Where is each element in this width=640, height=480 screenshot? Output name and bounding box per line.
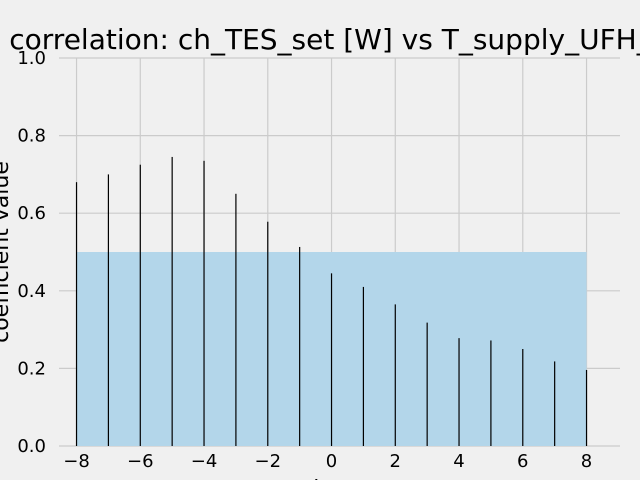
tick-labels: −8 −6 −4 −2 0 2 4 6 8 0.0 0.2 0.4 0.6 0.8 1.0: [17, 48, 592, 472]
y-tick-label: 0.2: [17, 358, 46, 379]
correlation-bar: [267, 221, 269, 446]
correlation-bar: [203, 160, 205, 446]
x-tick-label: −4: [191, 451, 218, 472]
correlation-bar: [362, 286, 365, 446]
x-tick-label: −8: [63, 451, 90, 472]
y-tick-label: 0.0: [17, 436, 46, 457]
x-tick-label: 6: [517, 451, 528, 472]
correlation-bar: [107, 174, 110, 446]
x-tick-label: 0: [326, 451, 337, 472]
correlation-bar: [554, 361, 556, 446]
correlation-bar: [458, 338, 460, 446]
x-tick-label: −2: [255, 451, 282, 472]
correlation-bar: [585, 369, 588, 446]
y-tick-label: 1.0: [17, 48, 46, 69]
correlation-bar: [235, 193, 237, 446]
chart-title: correlation: ch_TES_set [W] vs T_supply_…: [9, 23, 640, 56]
correlation-bars: [75, 156, 588, 446]
correlation-bar: [490, 340, 492, 446]
correlation-bar: [426, 322, 428, 446]
x-tick-label: 8: [581, 451, 592, 472]
x-tick-label: −6: [127, 451, 154, 472]
y-axis-title: coefficient value: [0, 161, 14, 343]
correlation-bar: [299, 246, 301, 446]
correlation-bar: [75, 182, 78, 446]
y-tick-label: 0.4: [17, 281, 46, 302]
x-tick-label: 2: [390, 451, 401, 472]
correlation-bar: [522, 349, 524, 446]
correlation-bar: [171, 156, 173, 446]
correlation-bar: [394, 304, 396, 446]
x-tick-label: 4: [453, 451, 464, 472]
y-tick-label: 0.8: [17, 126, 46, 147]
correlation-bar: [330, 273, 333, 446]
correlation-bar: [139, 164, 141, 446]
y-tick-label: 0.6: [17, 203, 46, 224]
x-axis-title: lag: [313, 477, 347, 480]
